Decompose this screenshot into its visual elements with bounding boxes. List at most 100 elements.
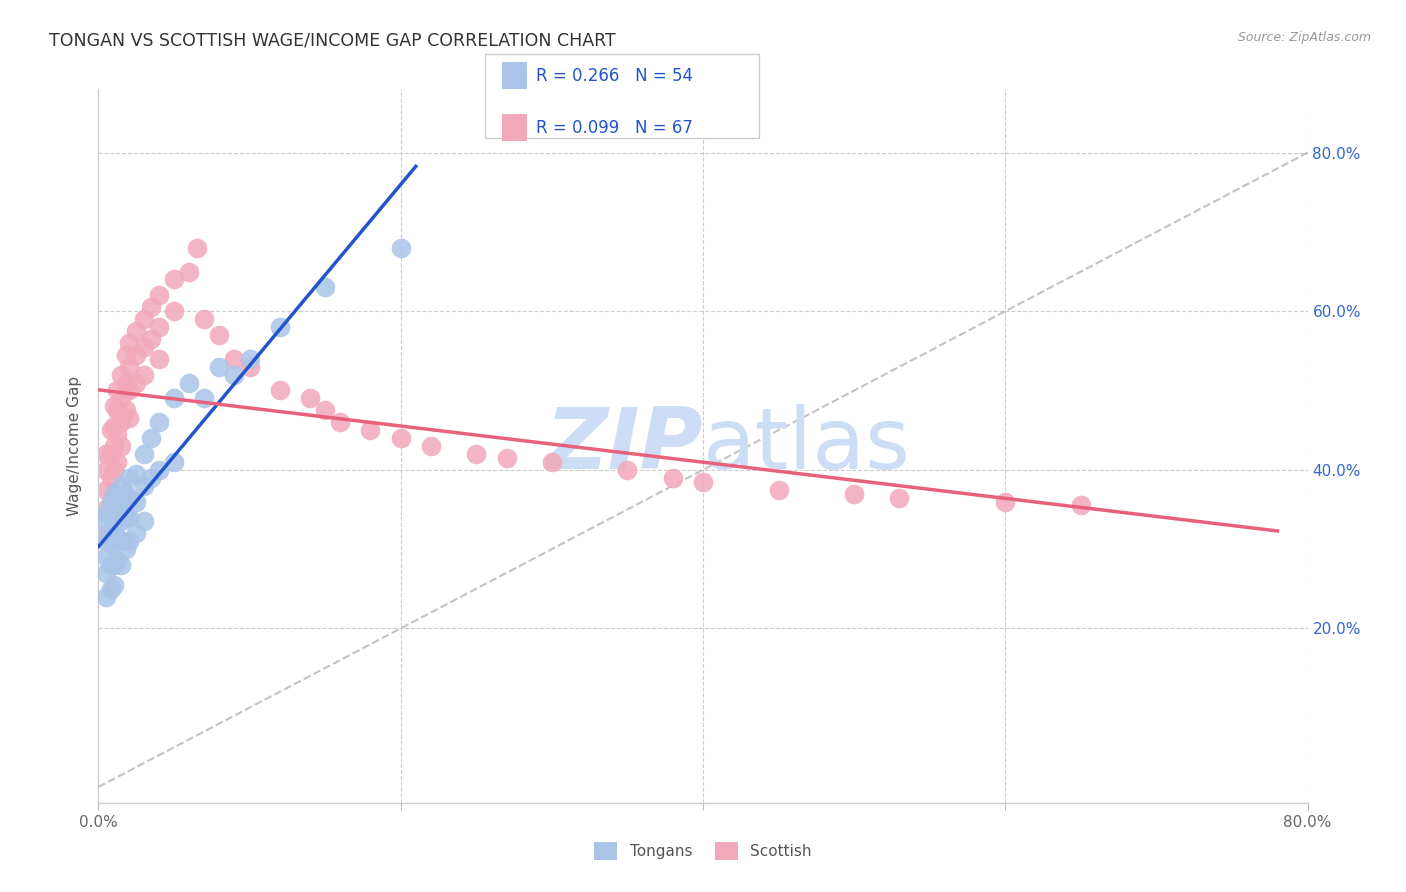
Point xyxy=(110,478,132,492)
Point xyxy=(100,534,122,549)
Point xyxy=(105,403,128,417)
Point xyxy=(389,431,412,445)
Point xyxy=(103,518,125,533)
Point xyxy=(103,578,125,592)
Point xyxy=(889,491,911,505)
Point xyxy=(105,510,128,524)
Point xyxy=(105,384,128,398)
Point xyxy=(110,368,132,382)
Point xyxy=(616,463,638,477)
Point xyxy=(132,447,155,461)
Point xyxy=(100,423,122,437)
Point xyxy=(103,486,125,500)
Point xyxy=(94,549,117,564)
Point xyxy=(105,494,128,508)
Point xyxy=(100,494,122,508)
Point xyxy=(110,494,132,508)
Point xyxy=(125,526,148,541)
Point xyxy=(94,534,117,549)
Point xyxy=(994,494,1017,508)
Point xyxy=(299,392,322,406)
Point xyxy=(132,514,155,528)
Point xyxy=(100,494,122,508)
Point xyxy=(118,491,141,505)
Point xyxy=(94,526,117,541)
Point xyxy=(118,534,141,549)
Point xyxy=(110,514,132,528)
Point xyxy=(465,447,488,461)
Point xyxy=(269,384,291,398)
Point xyxy=(110,392,132,406)
Point xyxy=(103,439,125,453)
Point xyxy=(105,530,128,544)
Point xyxy=(768,483,790,497)
Point xyxy=(94,502,117,516)
Point xyxy=(224,368,246,382)
Point xyxy=(118,384,141,398)
Point xyxy=(100,447,122,461)
Point xyxy=(360,423,382,437)
Point xyxy=(179,376,201,390)
Point xyxy=(239,359,262,374)
Point xyxy=(125,467,148,481)
Point xyxy=(118,335,141,350)
Point xyxy=(148,351,170,366)
Point xyxy=(314,280,336,294)
Point xyxy=(186,241,208,255)
Point xyxy=(100,558,122,572)
Point xyxy=(114,348,136,362)
Point xyxy=(224,351,246,366)
Point xyxy=(100,471,122,485)
Point xyxy=(193,312,215,326)
Point xyxy=(844,486,866,500)
Point xyxy=(100,582,122,596)
Point xyxy=(103,558,125,572)
Point xyxy=(114,403,136,417)
Point xyxy=(208,328,231,343)
Point xyxy=(148,463,170,477)
Point xyxy=(163,304,186,318)
Point xyxy=(141,431,163,445)
Point xyxy=(148,415,170,429)
Point xyxy=(103,486,125,500)
Point xyxy=(239,351,262,366)
Point xyxy=(94,518,117,533)
Point xyxy=(94,566,117,580)
Point xyxy=(420,439,443,453)
Legend: Tongans, Scottish: Tongans, Scottish xyxy=(588,836,818,866)
Text: ZIP: ZIP xyxy=(546,404,703,488)
Point xyxy=(540,455,562,469)
Point xyxy=(114,486,136,500)
Point xyxy=(125,324,148,338)
Point xyxy=(103,463,125,477)
Point xyxy=(163,392,186,406)
Point xyxy=(94,463,117,477)
Point xyxy=(208,359,231,374)
Point xyxy=(1070,499,1092,513)
Point xyxy=(132,368,155,382)
Point xyxy=(125,348,148,362)
Point xyxy=(94,483,117,497)
Point xyxy=(495,450,517,465)
Point xyxy=(163,455,186,469)
Point xyxy=(114,376,136,390)
Point xyxy=(148,288,170,302)
Point xyxy=(269,320,291,334)
Point xyxy=(110,534,132,549)
Point xyxy=(148,320,170,334)
Point xyxy=(329,415,352,429)
Point xyxy=(94,447,117,461)
Point xyxy=(114,542,136,557)
Point xyxy=(661,471,683,485)
Point xyxy=(141,332,163,346)
Point xyxy=(692,475,714,489)
Point xyxy=(105,427,128,442)
Point xyxy=(163,272,186,286)
Point xyxy=(132,312,155,326)
Point xyxy=(103,502,125,516)
Text: R = 0.099   N = 67: R = 0.099 N = 67 xyxy=(536,119,693,136)
Point xyxy=(141,300,163,314)
Point xyxy=(193,392,215,406)
Text: TONGAN VS SCOTTISH WAGE/INCOME GAP CORRELATION CHART: TONGAN VS SCOTTISH WAGE/INCOME GAP CORRE… xyxy=(49,31,616,49)
Text: atlas: atlas xyxy=(703,404,911,488)
